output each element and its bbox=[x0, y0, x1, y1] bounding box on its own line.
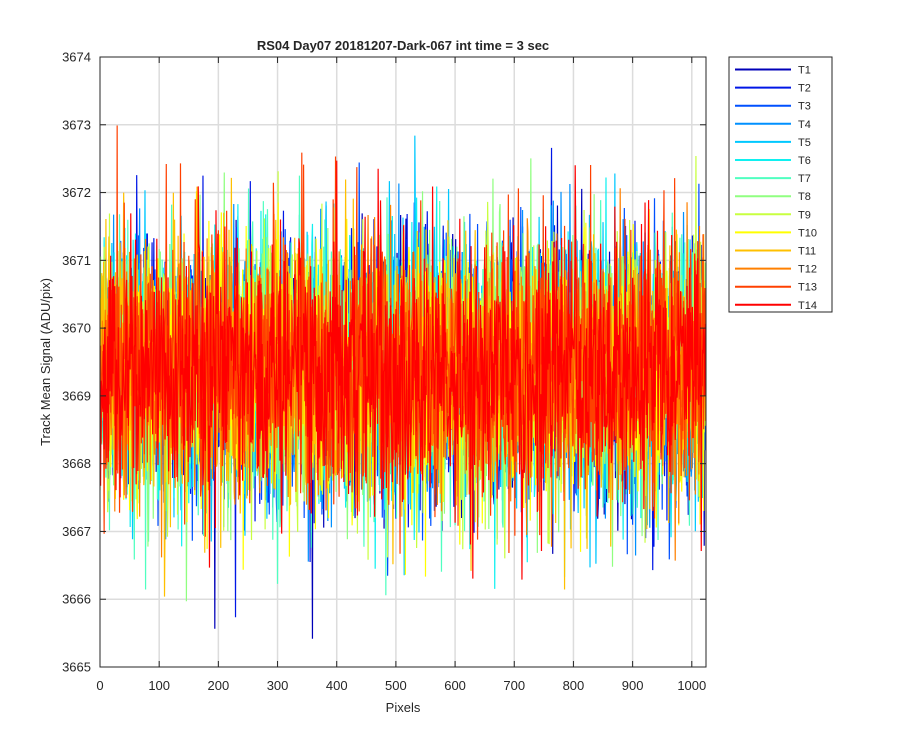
x-axis-label: Pixels bbox=[386, 700, 421, 715]
legend: T1 T2 T3 T4 T5 T6 T7 T8 T9 T10 T11 T12 T13 T14 bbox=[728, 56, 833, 313]
plot-frame bbox=[99, 56, 707, 668]
legend-label: T14 bbox=[798, 300, 817, 312]
legend-label: T6 bbox=[798, 155, 811, 167]
y-tick-label: 3667 bbox=[62, 524, 91, 539]
y-axis-ticks: 3665 3666 3667 3668 3669 3670 3671 3672 3673 3674 bbox=[62, 50, 706, 675]
x-tick-label: 900 bbox=[622, 678, 644, 693]
x-tick-label: 300 bbox=[267, 678, 289, 693]
legend-label: T2 bbox=[798, 83, 811, 95]
y-tick-label: 3668 bbox=[62, 456, 91, 471]
x-tick-label: 200 bbox=[208, 678, 230, 693]
y-tick-label: 3665 bbox=[62, 660, 91, 675]
x-tick-label: 1000 bbox=[677, 678, 706, 693]
legend-label: T8 bbox=[798, 191, 811, 203]
y-tick-label: 3672 bbox=[62, 185, 91, 200]
legend-label: T10 bbox=[798, 227, 817, 239]
legend-label: T12 bbox=[798, 264, 817, 276]
x-tick-label: 100 bbox=[148, 678, 170, 693]
legend-label: T3 bbox=[798, 101, 811, 113]
series-line-t14 bbox=[100, 160, 706, 580]
legend-label: T1 bbox=[798, 65, 811, 77]
y-tick-label: 3669 bbox=[62, 388, 91, 403]
x-tick-label: 500 bbox=[385, 678, 407, 693]
y-tick-label: 3673 bbox=[62, 117, 91, 132]
x-tick-label: 600 bbox=[444, 678, 466, 693]
legend-label: T7 bbox=[798, 173, 811, 185]
legend-label: T9 bbox=[798, 209, 811, 221]
legend-label: T13 bbox=[798, 282, 817, 294]
x-tick-label: 800 bbox=[563, 678, 585, 693]
x-tick-label: 400 bbox=[326, 678, 348, 693]
x-axis-ticks: 0 100 200 300 400 500 600 700 800 900 1000 bbox=[96, 57, 706, 693]
y-axis-label: Track Mean Signal (ADU/pix) bbox=[38, 278, 53, 446]
legend-label: T4 bbox=[798, 119, 811, 131]
series-lines bbox=[100, 125, 706, 639]
y-tick-label: 3674 bbox=[62, 50, 91, 65]
legend-label: T5 bbox=[798, 137, 811, 149]
y-tick-label: 3671 bbox=[62, 253, 91, 268]
y-tick-label: 3670 bbox=[62, 321, 91, 336]
chart-title: RS04 Day07 20181207-Dark-067 int time = … bbox=[257, 38, 549, 53]
legend-label: T11 bbox=[798, 246, 816, 258]
x-tick-label: 700 bbox=[503, 678, 525, 693]
y-tick-label: 3666 bbox=[62, 592, 91, 607]
x-tick-label: 0 bbox=[96, 678, 103, 693]
